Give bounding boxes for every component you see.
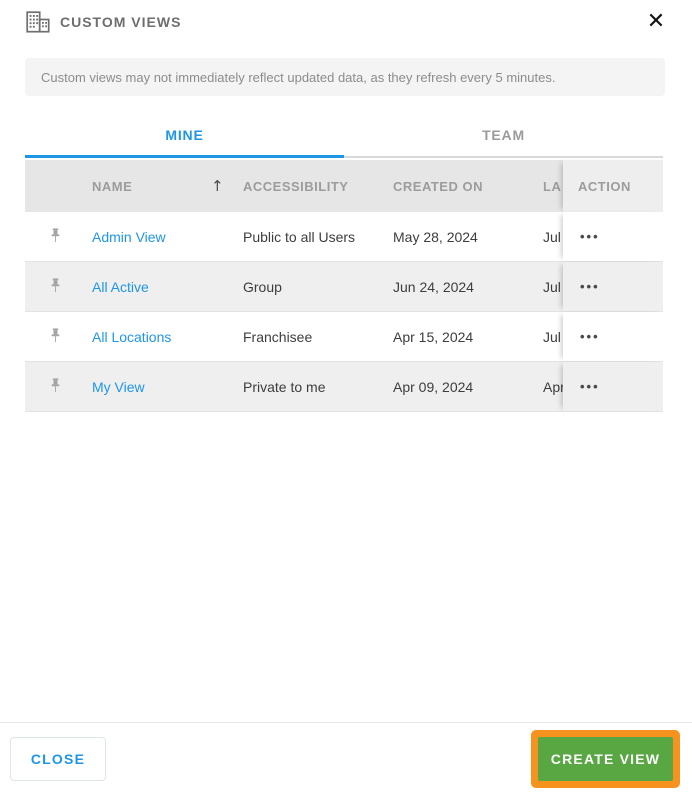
action-cell: ••• — [563, 212, 663, 261]
last-value-truncated: Jul — [543, 228, 561, 245]
action-cell: ••• — [563, 362, 663, 411]
table-row: All Active Group Jun 24, 2024 Jul ••• — [25, 262, 663, 312]
column-header-created-on[interactable]: CREATED ON — [393, 178, 483, 194]
last-value-truncated: Jul — [543, 278, 561, 295]
row-actions-menu-icon[interactable]: ••• — [578, 225, 602, 248]
pin-icon[interactable] — [25, 312, 85, 361]
column-header-last-truncated: LA — [543, 178, 562, 194]
view-name-link[interactable]: All Locations — [92, 328, 172, 345]
tab-mine[interactable]: MINE — [25, 114, 344, 158]
created-on-value: Apr 15, 2024 — [393, 328, 474, 345]
accessibility-value: Public to all Users — [243, 228, 356, 245]
view-name-link[interactable]: My View — [92, 378, 145, 395]
close-button[interactable]: CLOSE — [10, 737, 106, 781]
create-view-button[interactable]: CREATE VIEW — [538, 737, 673, 781]
pin-icon[interactable] — [25, 362, 85, 411]
view-name-link[interactable]: Admin View — [92, 228, 166, 245]
last-value-truncated: Jul — [543, 328, 561, 345]
table-row: My View Private to me Apr 09, 2024 Apr •… — [25, 362, 663, 412]
row-actions-menu-icon[interactable]: ••• — [578, 275, 602, 298]
sort-ascending-icon[interactable]: ↑ — [211, 177, 225, 195]
tab-team[interactable]: TEAM — [344, 114, 663, 156]
custom-views-table: NAME ↑ ACCESSIBILITY CREATED ON LA ACTIO… — [25, 160, 663, 412]
pin-icon[interactable] — [25, 262, 85, 311]
table-header-row: NAME ↑ ACCESSIBILITY CREATED ON LA ACTIO… — [25, 160, 663, 212]
created-on-value: Apr 09, 2024 — [393, 378, 474, 395]
table-row: Admin View Public to all Users May 28, 2… — [25, 212, 663, 262]
created-on-value: Jun 24, 2024 — [393, 278, 474, 295]
modal-title-group: CUSTOM VIEWS — [26, 11, 181, 33]
column-header-accessibility[interactable]: ACCESSIBILITY — [243, 178, 349, 194]
tab-team-label: TEAM — [482, 127, 525, 143]
refresh-notice-text: Custom views may not immediately reflect… — [41, 69, 556, 85]
column-header-action: ACTION — [563, 160, 663, 212]
table-row: All Locations Franchisee Apr 15, 2024 Ju… — [25, 312, 663, 362]
column-header-action-label: ACTION — [578, 178, 631, 194]
modal-header: CUSTOM VIEWS ✕ — [0, 0, 692, 46]
accessibility-value: Franchisee — [243, 328, 313, 345]
accessibility-value: Private to me — [243, 378, 326, 395]
target-highlight-box: CREATE VIEW — [531, 730, 680, 788]
row-actions-menu-icon[interactable]: ••• — [578, 375, 602, 398]
created-on-value: May 28, 2024 — [393, 228, 478, 245]
row-actions-menu-icon[interactable]: ••• — [578, 325, 602, 348]
last-value-truncated: Apr — [543, 378, 563, 395]
page-title: CUSTOM VIEWS — [60, 14, 182, 30]
building-icon — [26, 11, 50, 33]
tab-mine-label: MINE — [165, 127, 204, 143]
pin-icon[interactable] — [25, 212, 85, 261]
column-header-name[interactable]: NAME — [92, 178, 133, 194]
close-icon[interactable]: ✕ — [642, 8, 670, 36]
view-name-link[interactable]: All Active — [92, 278, 149, 295]
tab-bar: MINE TEAM — [25, 114, 663, 158]
refresh-notice: Custom views may not immediately reflect… — [25, 58, 665, 96]
accessibility-value: Group — [243, 278, 282, 295]
action-cell: ••• — [563, 262, 663, 311]
action-cell: ••• — [563, 312, 663, 361]
footer-divider — [0, 722, 692, 723]
